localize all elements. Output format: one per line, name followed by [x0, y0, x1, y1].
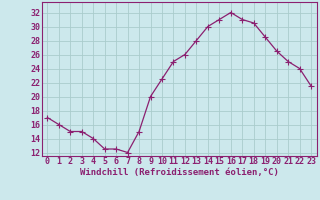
X-axis label: Windchill (Refroidissement éolien,°C): Windchill (Refroidissement éolien,°C) [80, 168, 279, 177]
